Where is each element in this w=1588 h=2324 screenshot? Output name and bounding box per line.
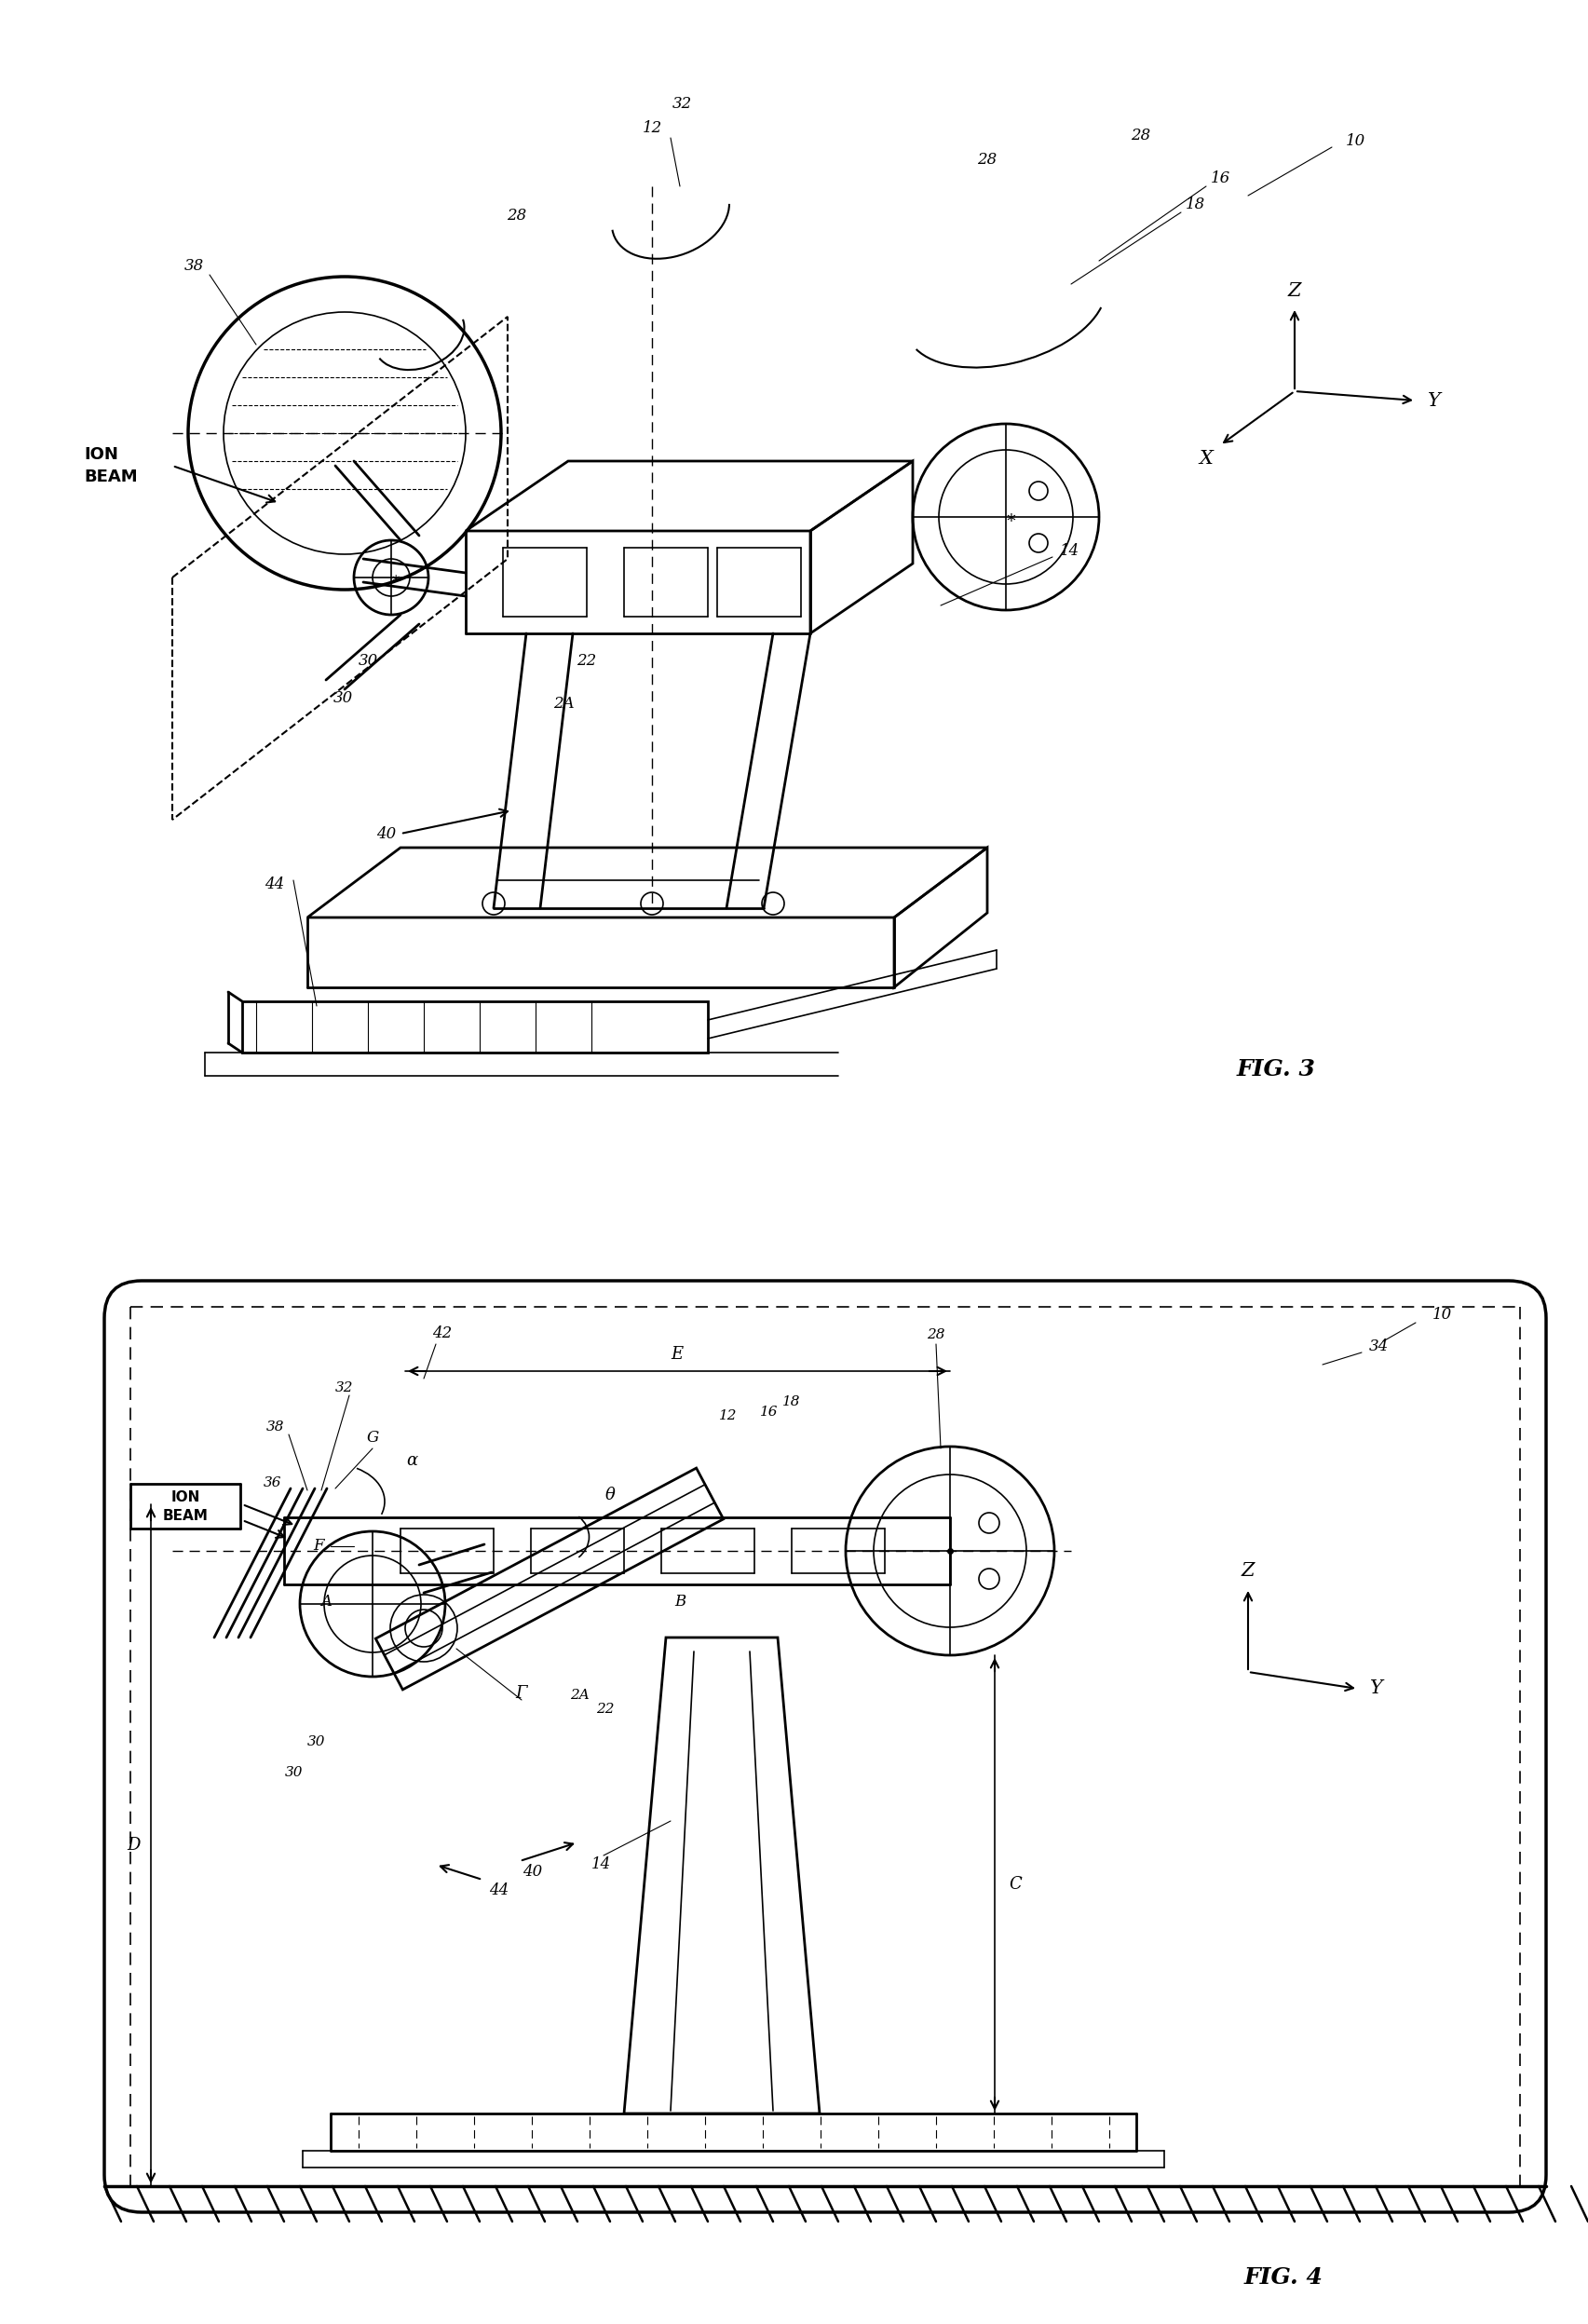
Text: 18: 18: [783, 1394, 800, 1408]
Text: 22: 22: [576, 653, 597, 669]
Text: X: X: [1199, 449, 1212, 467]
Text: 16: 16: [759, 1406, 778, 1418]
Text: FIG. 3: FIG. 3: [1235, 1057, 1315, 1081]
Text: FIG. 4: FIG. 4: [1243, 2266, 1323, 2289]
Text: α: α: [407, 1452, 418, 1469]
Text: Z: Z: [1288, 281, 1301, 300]
Text: A: A: [321, 1594, 332, 1611]
Text: Γ: Γ: [516, 1685, 527, 1701]
Text: 14: 14: [1059, 544, 1078, 560]
Text: 32: 32: [672, 95, 691, 112]
Text: ION: ION: [170, 1490, 200, 1504]
Text: 12: 12: [719, 1408, 737, 1422]
Text: 10: 10: [1431, 1308, 1451, 1322]
Text: *: *: [392, 574, 400, 590]
Text: 28: 28: [926, 1329, 945, 1341]
Text: 30: 30: [308, 1736, 326, 1748]
Text: 2A: 2A: [553, 695, 573, 711]
Text: θ: θ: [605, 1487, 615, 1504]
Text: BEAM: BEAM: [84, 469, 138, 486]
Text: G: G: [367, 1429, 378, 1446]
Text: 38: 38: [267, 1420, 284, 1434]
Text: 32: 32: [335, 1380, 354, 1394]
Text: 30: 30: [286, 1766, 303, 1780]
Text: 2A: 2A: [570, 1690, 589, 1701]
Text: F: F: [313, 1538, 324, 1555]
Text: 34: 34: [1367, 1339, 1388, 1355]
Text: ION: ION: [84, 446, 118, 462]
Text: 28: 28: [977, 153, 997, 167]
Text: Z: Z: [1240, 1562, 1255, 1580]
Text: 40: 40: [376, 825, 395, 841]
Text: 16: 16: [1210, 172, 1229, 186]
Text: 36: 36: [264, 1476, 281, 1490]
Text: 28: 28: [1131, 128, 1150, 144]
Text: 42: 42: [432, 1327, 453, 1341]
Text: Y: Y: [1428, 393, 1440, 409]
Text: C: C: [1008, 1875, 1021, 1892]
Text: *: *: [1005, 514, 1015, 530]
Text: 18: 18: [1185, 198, 1204, 214]
Text: 44: 44: [489, 1882, 508, 1899]
Text: 12: 12: [642, 121, 662, 137]
Text: 14: 14: [591, 1857, 610, 1873]
Text: 38: 38: [184, 258, 203, 274]
Text: 22: 22: [596, 1703, 615, 1715]
Text: E: E: [670, 1346, 683, 1362]
Text: BEAM: BEAM: [162, 1508, 208, 1522]
Text: D: D: [127, 1836, 140, 1855]
Text: 40: 40: [522, 1864, 543, 1880]
Text: B: B: [673, 1594, 684, 1611]
Text: 44: 44: [265, 876, 284, 892]
Text: 30: 30: [357, 653, 378, 669]
Text: 30: 30: [332, 690, 353, 706]
Text: 28: 28: [507, 209, 527, 223]
Text: 10: 10: [1345, 135, 1364, 149]
Text: Y: Y: [1369, 1680, 1382, 1697]
